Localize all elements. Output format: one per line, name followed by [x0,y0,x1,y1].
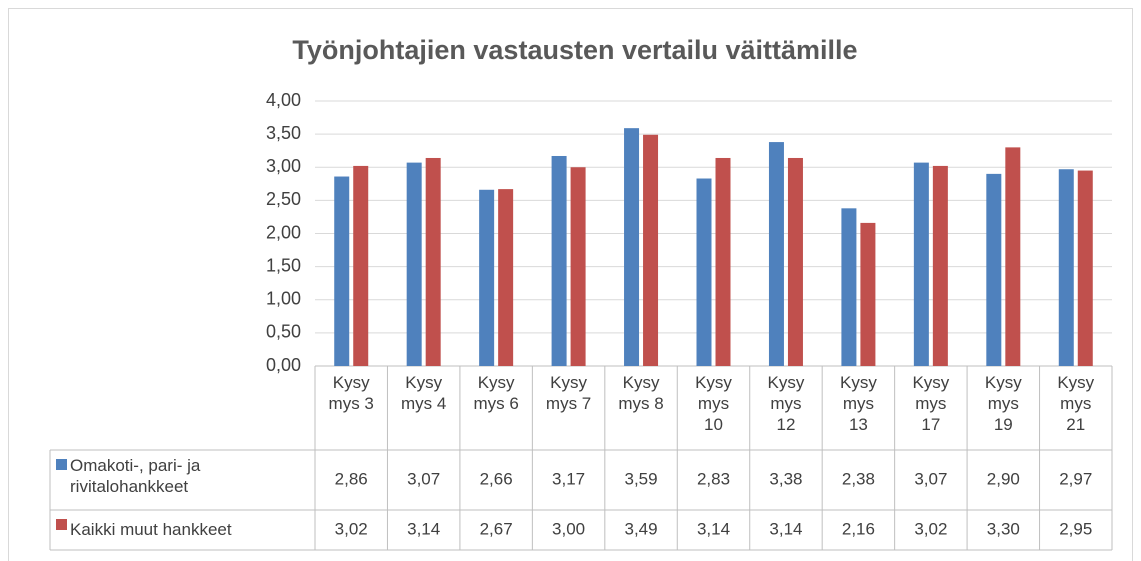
bar [1058,169,1074,366]
table-value: 3,59 [624,469,657,488]
y-tick-label: 2,00 [266,222,301,242]
legend-marker [56,519,67,530]
chart-title: Työnjohtajien vastausten vertailu väittä… [292,35,857,65]
bar [715,157,731,366]
table-value: 2,95 [1059,519,1092,538]
x-tick-label: Kysymys 12 [767,373,805,434]
y-tick-label: 0,50 [266,322,301,342]
table-value: 3,30 [987,519,1020,538]
bar [860,222,876,366]
table-value: 3,07 [407,469,440,488]
table-value: 2,86 [335,469,368,488]
bar [1005,147,1021,366]
table-value: 2,83 [697,469,730,488]
legend-marker [56,459,67,470]
table-value: 2,90 [987,469,1020,488]
chart-frame [8,8,1133,561]
x-tick-label: Kysymys 4 [401,373,447,413]
x-tick-label: Kysymys 13 [839,373,877,434]
bar [986,173,1002,366]
table-value: 3,38 [769,469,802,488]
table-value: 3,14 [769,519,802,538]
bar [932,165,948,366]
x-tick-label: Kysymys 10 [695,373,732,434]
y-tick-label: 1,00 [266,289,301,309]
bar [787,157,803,366]
table-value: 2,16 [842,519,875,538]
table-value: 2,66 [480,469,513,488]
table-value: 3,14 [407,519,440,538]
table-value: 2,38 [842,469,875,488]
table-value: 3,49 [624,519,657,538]
bar [425,157,441,366]
x-tick-label: Kysymys 19 [984,373,1022,434]
x-tick-label: Kysymys 7 [545,373,592,413]
y-tick-label: 4,00 [266,90,301,110]
table-value: 3,02 [335,519,368,538]
y-tick-label: 1,50 [266,255,301,275]
x-tick-label: Kysymys 3 [328,373,374,413]
bar [570,167,586,366]
table-value: 3,00 [552,519,585,538]
legend-label: Omakoti-, pari- ja rivitalohankkeet [70,456,201,496]
x-tick-label: Kysymys 21 [1057,373,1095,434]
bar [643,134,659,366]
bar [841,208,857,366]
bar [406,162,422,366]
bar [551,155,567,366]
table-value: 2,97 [1059,469,1092,488]
table-value: 3,02 [914,519,947,538]
bar [913,162,929,366]
table-value: 3,07 [914,469,947,488]
table-value: 3,14 [697,519,730,538]
bar [1077,170,1093,366]
y-tick-label: 2,50 [266,189,301,209]
x-tick-label: Kysymys 17 [912,373,950,434]
bar [624,128,640,366]
bar [353,165,369,366]
bar [768,142,784,366]
table-value: 2,67 [480,519,513,538]
legend-label: Kaikki muut hankkeet [70,520,232,539]
table-value: 3,17 [552,469,585,488]
x-tick-label: Kysymys 6 [473,373,519,413]
bar [498,189,514,366]
bar [696,178,712,366]
bar [334,176,350,366]
y-tick-label: 3,50 [266,123,301,143]
y-tick-label: 3,00 [266,156,301,176]
x-tick-label: Kysymys 8 [618,373,664,413]
bar [479,189,495,366]
y-tick-label: 0,00 [266,355,301,375]
